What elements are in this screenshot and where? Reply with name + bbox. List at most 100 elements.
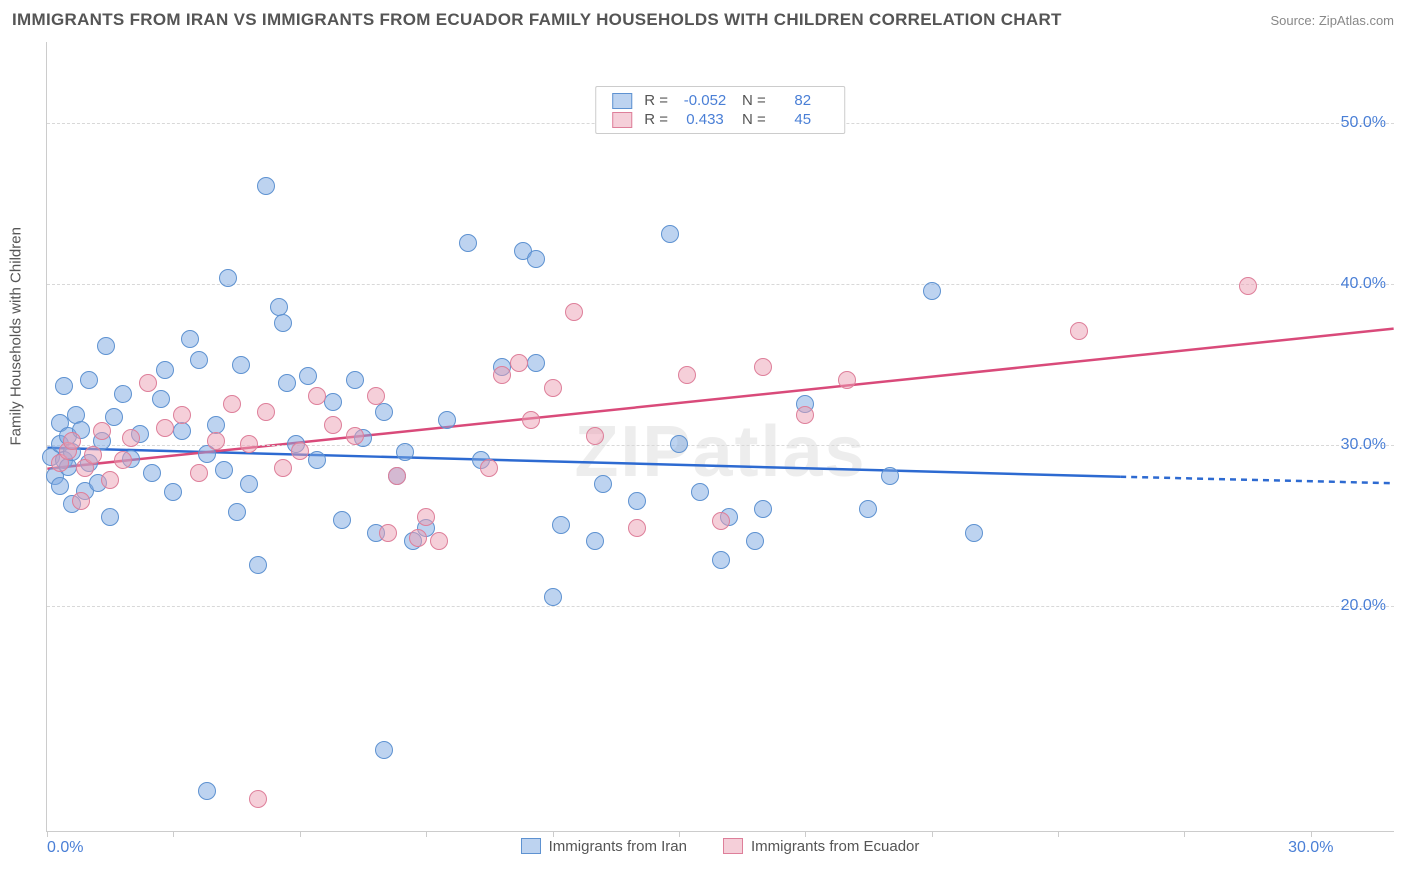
x-tick <box>553 831 554 837</box>
legend-swatch <box>612 93 632 109</box>
scatter-point <box>156 419 174 437</box>
scatter-point <box>249 790 267 808</box>
scatter-point <box>173 406 191 424</box>
scatter-point <box>139 374 157 392</box>
plot-container: Family Households with Children ZIPatlas… <box>46 42 1394 832</box>
scatter-point <box>409 529 427 547</box>
scatter-point <box>215 461 233 479</box>
scatter-point <box>754 358 772 376</box>
r-label: R = <box>644 111 668 128</box>
n-label: N = <box>742 92 766 109</box>
scatter-point <box>122 429 140 447</box>
scatter-point <box>838 371 856 389</box>
scatter-point <box>63 432 81 450</box>
scatter-point <box>80 371 98 389</box>
scatter-point <box>746 532 764 550</box>
x-tick <box>805 831 806 837</box>
scatter-point <box>346 371 364 389</box>
x-tick <box>47 831 48 837</box>
scatter-point <box>93 422 111 440</box>
scatter-point <box>55 377 73 395</box>
scatter-point <box>544 588 562 606</box>
x-tick <box>1311 831 1312 837</box>
legend-item: Immigrants from Ecuador <box>723 838 919 855</box>
legend-swatch <box>521 838 541 854</box>
scatter-point <box>661 225 679 243</box>
r-value: 0.433 <box>680 111 730 128</box>
n-value: 45 <box>778 111 828 128</box>
scatter-point <box>522 411 540 429</box>
y-tick-label: 30.0% <box>1341 436 1386 454</box>
gridline <box>47 606 1394 607</box>
scatter-point <box>388 467 406 485</box>
scatter-point <box>219 269 237 287</box>
scatter-point <box>965 524 983 542</box>
scatter-point <box>1070 322 1088 340</box>
scatter-point <box>101 508 119 526</box>
scatter-point <box>493 366 511 384</box>
scatter-point <box>544 379 562 397</box>
scatter-point <box>72 492 90 510</box>
scatter-point <box>859 500 877 518</box>
scatter-point <box>223 395 241 413</box>
scatter-point <box>114 385 132 403</box>
legend-series: Immigrants from IranImmigrants from Ecua… <box>46 838 1394 859</box>
legend-label: Immigrants from Ecuador <box>751 838 919 855</box>
watermark: ZIPatlas <box>574 411 866 493</box>
scatter-point <box>510 354 528 372</box>
x-tick <box>1058 831 1059 837</box>
scatter-point <box>101 471 119 489</box>
scatter-point <box>181 330 199 348</box>
n-label: N = <box>742 111 766 128</box>
scatter-point <box>628 519 646 537</box>
gridline <box>47 284 1394 285</box>
scatter-point <box>308 387 326 405</box>
scatter-point <box>299 367 317 385</box>
r-label: R = <box>644 92 668 109</box>
source-label: Source: ZipAtlas.com <box>1270 13 1394 28</box>
scatter-point <box>190 351 208 369</box>
scatter-point <box>367 387 385 405</box>
scatter-point <box>114 451 132 469</box>
scatter-point <box>232 356 250 374</box>
scatter-point <box>565 303 583 321</box>
scatter-point <box>324 393 342 411</box>
scatter-point <box>84 446 102 464</box>
scatter-point <box>375 741 393 759</box>
scatter-point <box>333 511 351 529</box>
y-tick-label: 50.0% <box>1341 114 1386 132</box>
scatter-point <box>164 483 182 501</box>
scatter-point <box>1239 277 1257 295</box>
scatter-point <box>278 374 296 392</box>
scatter-point <box>754 500 772 518</box>
x-tick <box>300 831 301 837</box>
scatter-point <box>143 464 161 482</box>
scatter-point <box>228 503 246 521</box>
scatter-point <box>308 451 326 469</box>
scatter-point <box>480 459 498 477</box>
scatter-point <box>198 782 216 800</box>
scatter-point <box>678 366 696 384</box>
y-axis-title: Family Households with Children <box>8 227 25 445</box>
scatter-point <box>346 427 364 445</box>
scatter-point <box>105 408 123 426</box>
scatter-point <box>552 516 570 534</box>
scatter-point <box>881 467 899 485</box>
scatter-point <box>274 314 292 332</box>
scatter-point <box>249 556 267 574</box>
x-tick <box>932 831 933 837</box>
scatter-point <box>324 416 342 434</box>
x-tick <box>679 831 680 837</box>
scatter-point <box>190 464 208 482</box>
x-tick <box>426 831 427 837</box>
scatter-point <box>527 354 545 372</box>
scatter-point <box>291 442 309 460</box>
scatter-point <box>796 406 814 424</box>
y-tick-label: 20.0% <box>1341 597 1386 615</box>
scatter-point <box>594 475 612 493</box>
scatter-point <box>207 432 225 450</box>
scatter-point <box>712 512 730 530</box>
x-tick <box>1184 831 1185 837</box>
scatter-point <box>156 361 174 379</box>
scatter-point <box>97 337 115 355</box>
